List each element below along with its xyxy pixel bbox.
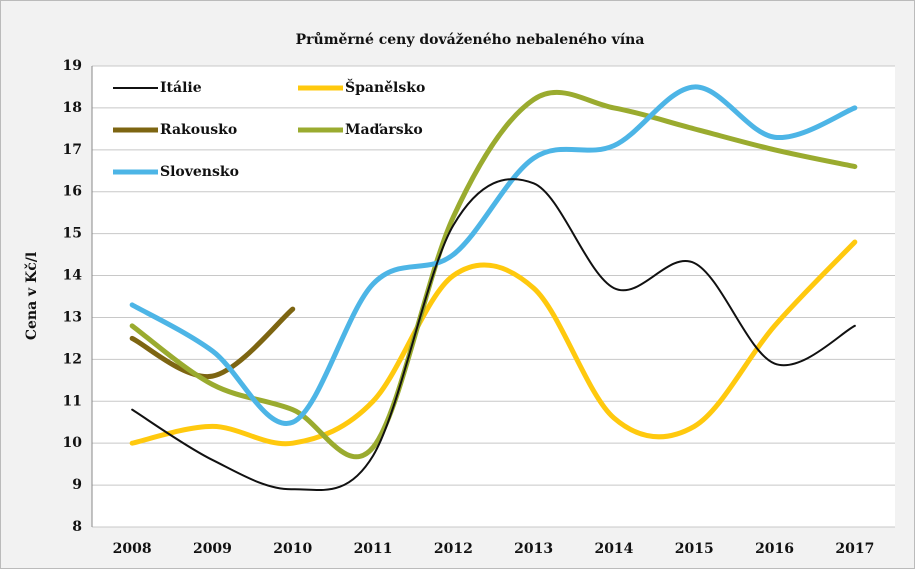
y-tick-label: 18 [63, 100, 82, 116]
y-tick-label: 14 [63, 268, 83, 284]
y-tick-label: 11 [63, 393, 82, 409]
series-line [129, 84, 858, 427]
series-line [129, 239, 858, 447]
x-tick-label: 2008 [113, 541, 152, 557]
x-tick-label: 2016 [755, 541, 794, 557]
y-tick-label: 13 [63, 309, 82, 325]
y-tick-label: 9 [72, 477, 82, 493]
series-line [129, 306, 296, 379]
chart-title: Průměrné ceny dováženého nebaleného vína [296, 31, 645, 48]
y-axis-label: Cena v Kč/l [24, 252, 40, 340]
y-tick-label: 12 [63, 351, 82, 367]
x-tick-label: 2012 [434, 541, 473, 557]
legend-label: Rakousko [160, 122, 237, 138]
legend-label: Slovensko [160, 164, 239, 180]
series-line [131, 178, 856, 492]
y-tick-label: 17 [63, 142, 82, 158]
series-line [129, 89, 858, 460]
legend-label: Maďarsko [345, 122, 423, 138]
x-tick-label: 2009 [193, 541, 232, 557]
x-tick-label: 2010 [273, 541, 312, 557]
x-tick-label: 2013 [514, 541, 553, 557]
legend-label: Španělsko [345, 78, 425, 96]
y-tick-label: 8 [72, 519, 82, 535]
x-tick-label: 2017 [835, 541, 874, 557]
y-tick-label: 10 [63, 435, 83, 451]
x-tick-label: 2014 [594, 541, 633, 557]
x-tick-label: 2011 [354, 541, 393, 557]
legend-label: Itálie [160, 80, 202, 96]
y-tick-label: 16 [63, 184, 82, 200]
y-tick-label: 15 [63, 226, 82, 242]
x-tick-label: 2015 [675, 541, 714, 557]
y-tick-label: 19 [63, 58, 82, 74]
